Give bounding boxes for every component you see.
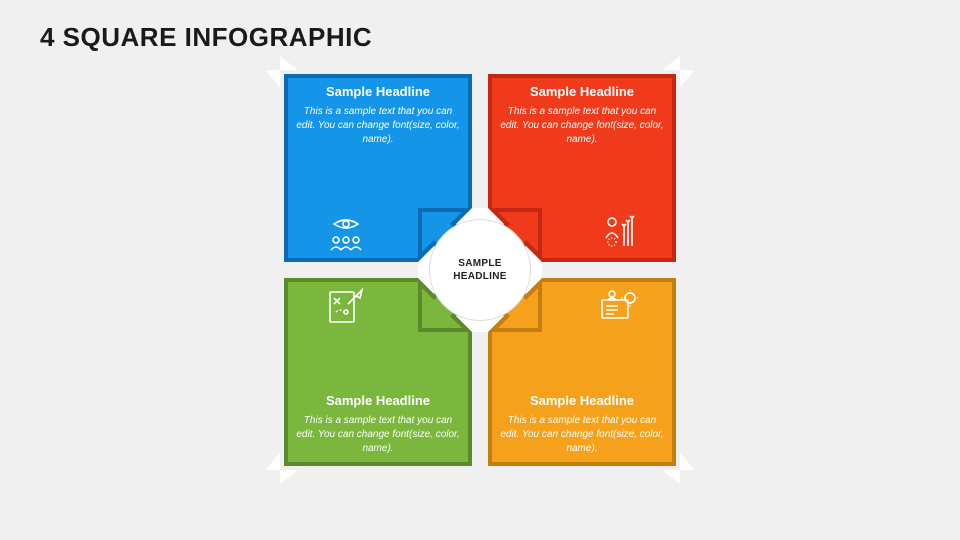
quad-headline: Sample Headline xyxy=(296,393,460,408)
quad-text: Sample Headline This is a sample text th… xyxy=(280,379,476,470)
corner-wing xyxy=(662,470,680,484)
hub-circle: SAMPLE HEADLINE xyxy=(430,220,530,320)
quad-body: This is a sample text that you can edit.… xyxy=(500,105,664,147)
hub-line2: HEADLINE xyxy=(453,271,507,282)
quad-text: Sample Headline This is a sample text th… xyxy=(280,70,476,161)
quad-text: Sample Headline This is a sample text th… xyxy=(484,70,680,161)
corner-wing xyxy=(266,452,280,470)
quad-body: This is a sample text that you can edit.… xyxy=(296,414,460,456)
infographic-stage: Sample Headline This is a sample text th… xyxy=(280,70,680,470)
people-vision-icon xyxy=(326,212,366,252)
strategy-board-icon xyxy=(326,288,366,328)
quad-body: This is a sample text that you can edit.… xyxy=(500,414,664,456)
quad-headline: Sample Headline xyxy=(500,84,664,99)
hub-line1: SAMPLE xyxy=(458,258,501,269)
corner-wing xyxy=(680,70,694,88)
growth-person-icon xyxy=(598,212,638,252)
corner-wing xyxy=(280,470,298,484)
quad-headline: Sample Headline xyxy=(296,84,460,99)
corner-wing xyxy=(280,56,298,70)
quad-headline: Sample Headline xyxy=(500,393,664,408)
hub-label: SAMPLE HEADLINE xyxy=(453,257,507,283)
corner-wing xyxy=(662,56,680,70)
quad-body: This is a sample text that you can edit.… xyxy=(296,105,460,147)
presentation-idea-icon xyxy=(598,288,638,328)
quad-text: Sample Headline This is a sample text th… xyxy=(484,379,680,470)
corner-wing xyxy=(266,70,280,88)
corner-wing xyxy=(680,452,694,470)
page-title: 4 SQUARE INFOGRAPHIC xyxy=(40,22,372,53)
